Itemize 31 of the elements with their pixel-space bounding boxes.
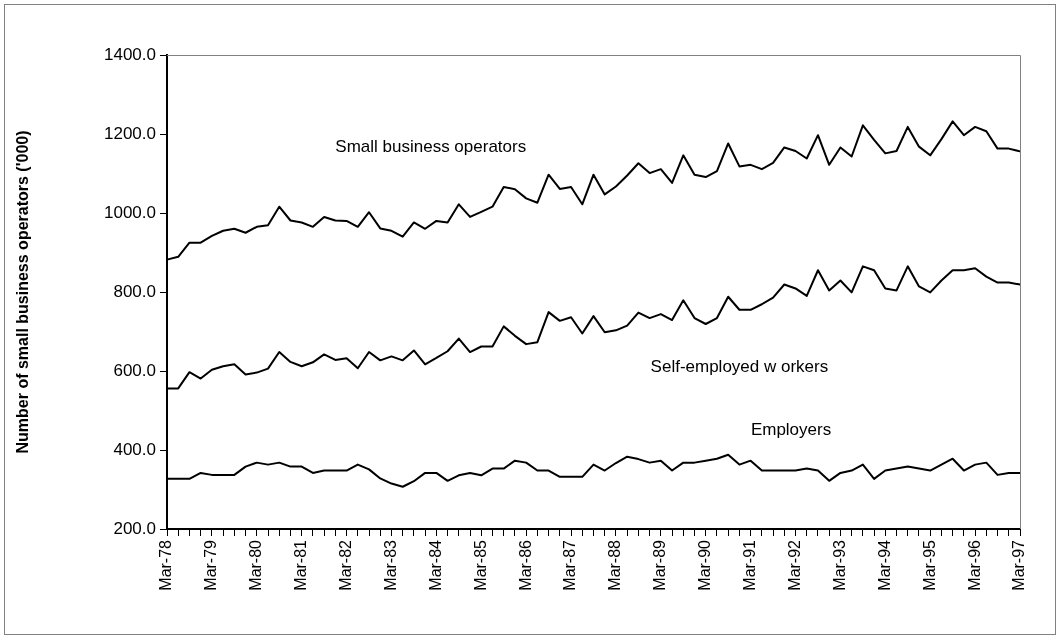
x-tick-label: Mar-90 [696,539,714,591]
y-tick-label: 1000.0 [104,202,156,222]
series-label: Small business operators [335,136,527,156]
x-tick-label: Mar-93 [830,539,848,591]
x-tick-label: Mar-85 [471,539,489,591]
x-tick-label: Mar-96 [965,539,983,591]
y-axis-title: Number of small business operators ('000) [14,130,32,454]
x-tick-label: Mar-87 [561,539,579,591]
y-tick-label: 1200.0 [104,123,156,143]
x-tick-label: Mar-86 [516,539,534,591]
x-tick-label: Mar-89 [651,539,669,591]
x-tick-label: Mar-80 [247,539,265,591]
series-label: Employers [750,420,832,440]
x-tick-label: Mar-91 [741,539,759,591]
text: Self-employed w orkers [650,357,829,377]
x-tick-label: Mar-97 [1010,539,1028,591]
x-tick-label: Mar-78 [157,539,175,591]
x-tick-label: Mar-92 [785,539,803,591]
y-tick-label: 600.0 [113,360,156,380]
x-tick-label: Mar-83 [381,539,399,591]
x-tick-label: Mar-82 [336,539,354,591]
x-tick-label: Mar-84 [426,539,444,591]
x-tick-label: Mar-81 [292,539,310,591]
x-tick-label: Mar-88 [606,539,624,591]
x-tick-label: Mar-95 [920,539,938,591]
x-tick-label: Mar-79 [202,539,220,591]
y-tick-label: 1400.0 [104,44,156,64]
y-tick-label: 800.0 [113,281,156,301]
y-tick-label: 400.0 [113,439,156,459]
x-tick-label: Mar-94 [875,539,893,591]
y-tick-label: 200.0 [113,518,156,538]
